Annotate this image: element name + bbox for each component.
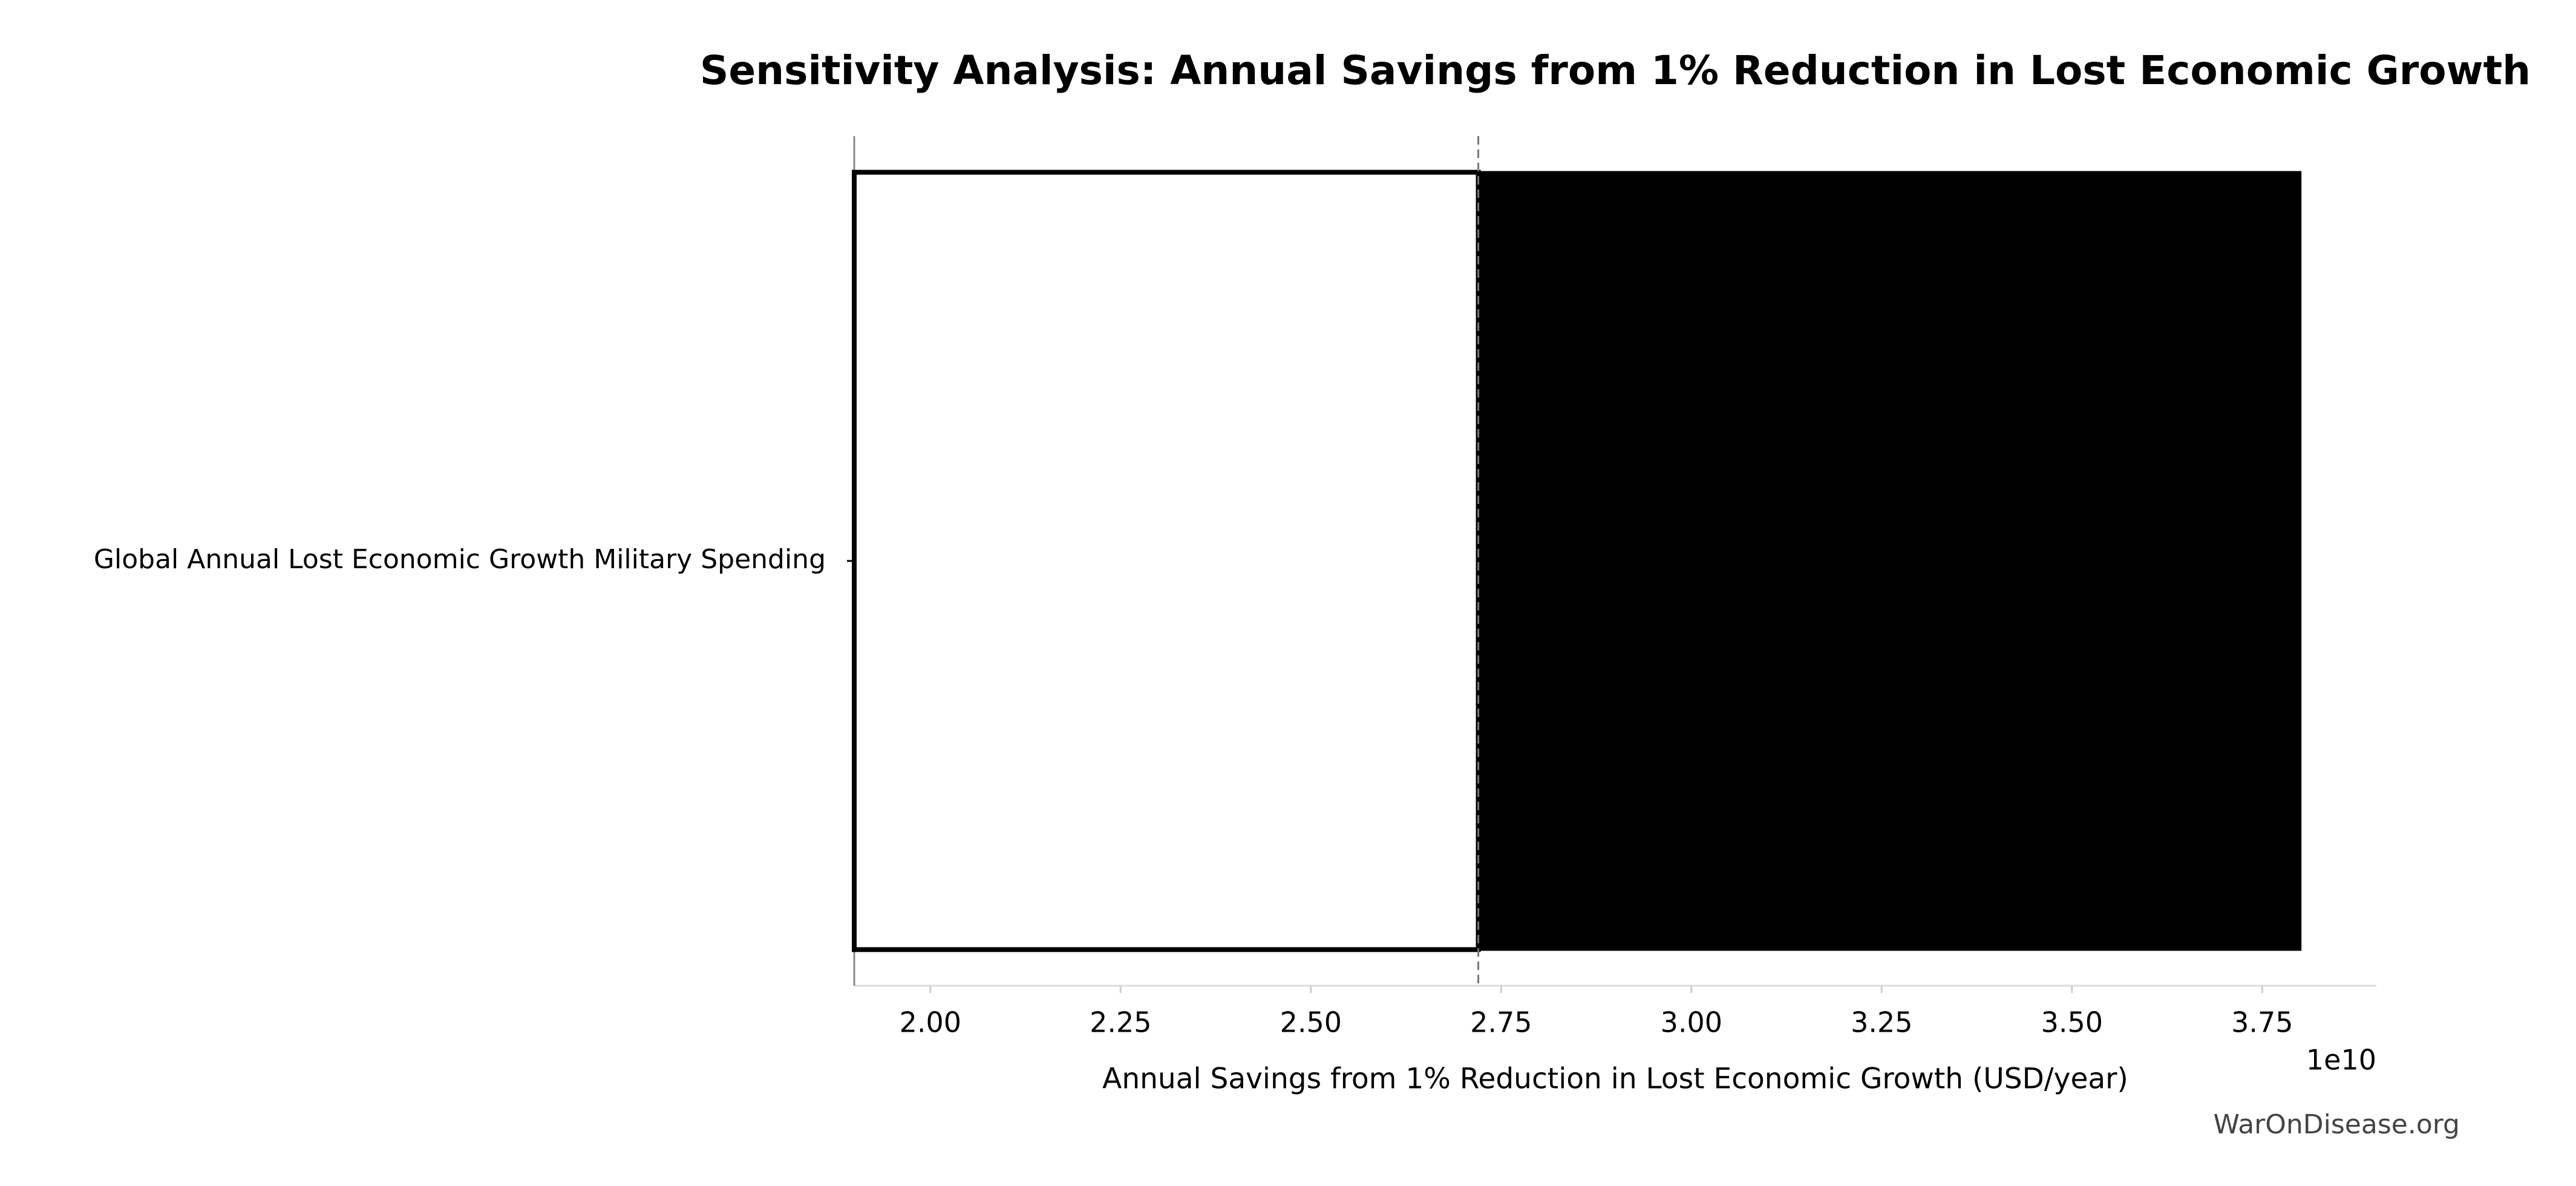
high-bar xyxy=(1477,171,2302,951)
x-offset-label: 1e10 xyxy=(2306,1044,2376,1076)
x-tick-label: 2.50 xyxy=(1280,1006,1342,1039)
x-axis-label: Annual Savings from 1% Reduction in Lost… xyxy=(1102,1063,2128,1096)
y-tick-label: Global Annual Lost Economic Growth Milit… xyxy=(94,544,826,575)
chart-title: Sensitivity Analysis: Annual Savings fro… xyxy=(700,47,2531,94)
x-tick-label: 3.00 xyxy=(1661,1006,1722,1039)
x-tick-label: 3.75 xyxy=(2231,1006,2293,1039)
x-tick-label: 2.25 xyxy=(1090,1006,1151,1039)
watermark: WarOnDisease.org xyxy=(2214,1109,2460,1140)
x-tick-label: 2.75 xyxy=(1470,1006,1532,1039)
x-tick-label: 2.00 xyxy=(900,1006,961,1039)
x-tick-label: 3.50 xyxy=(2041,1006,2103,1039)
x-tick-label: 3.25 xyxy=(1851,1006,1912,1039)
low-bar xyxy=(852,169,1481,952)
